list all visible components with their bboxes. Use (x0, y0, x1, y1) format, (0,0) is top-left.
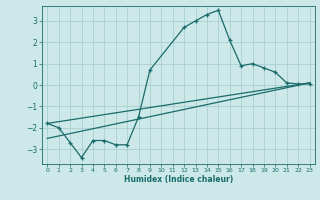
X-axis label: Humidex (Indice chaleur): Humidex (Indice chaleur) (124, 175, 233, 184)
